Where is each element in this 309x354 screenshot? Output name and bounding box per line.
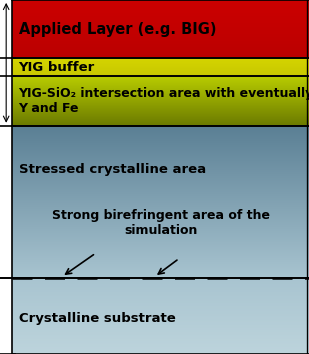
Text: YIG-SiO₂ intersection area with eventually diffused
Y and Fe: YIG-SiO₂ intersection area with eventual… [19, 87, 309, 115]
Text: Crystalline substrate: Crystalline substrate [19, 312, 175, 325]
Text: Applied Layer (e.g. BIG): Applied Layer (e.g. BIG) [19, 22, 216, 37]
Text: Stressed crystalline area: Stressed crystalline area [19, 164, 206, 176]
Text: YIG buffer: YIG buffer [19, 61, 95, 74]
Text: Strong birefringent area of the
simulation: Strong birefringent area of the simulati… [52, 209, 270, 237]
